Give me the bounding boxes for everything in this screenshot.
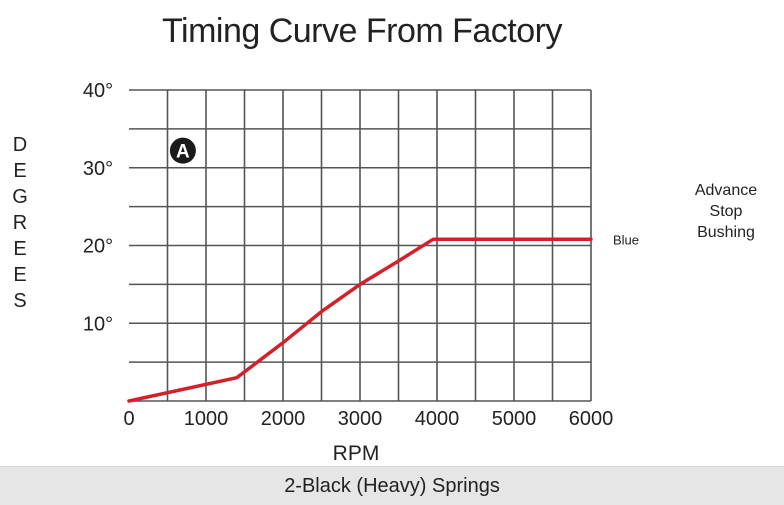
y-axis-label-letter: E [13,160,27,182]
y-tick-label: 40° [83,80,113,102]
timing-curve-chart: 10° 20° 30° 40° 0 1000 2000 3000 4000 5000 6000 RPM… [83,80,639,465]
y-axis-label: D E G R E E S [8,132,32,314]
x-tick-label: 0 [123,408,134,430]
x-tick-label: 1000 [184,408,229,430]
series-line-blue [127,237,593,403]
advance-stop-bushing-note: Advance Stop Bushing [676,180,776,243]
y-axis-label-letter: E [13,238,27,260]
y-tick-label: 30° [83,158,113,180]
footer-bar: 2-Black (Heavy) Springs [0,466,784,505]
y-tick-label: 20° [83,236,113,258]
note-line: Stop [709,203,743,220]
note-line: Advance [694,182,758,199]
y-axis-label-letter: G [12,186,28,208]
x-tick-label: 4000 [415,408,460,430]
chart-title: Timing Curve From Factory [162,12,562,50]
marker-a-label: A [176,142,190,163]
y-axis-label-letter: D [12,134,28,156]
marker-a-badge [169,137,196,164]
series-label: Blue [613,232,639,247]
note-line: Bushing [697,224,755,241]
x-tick-label: 6000 [569,408,614,430]
y-axis-label-letter: R [12,212,28,234]
x-tick-label: 5000 [492,408,537,430]
y-axis-label-letter: S [13,290,27,312]
y-tick-label: 10° [83,313,113,335]
footer-caption: 2-Black (Heavy) Springs [284,475,500,497]
x-tick-label: 2000 [261,408,306,430]
x-axis-label: RPM [333,442,380,465]
y-axis-label-letter: E [13,264,27,286]
x-tick-label: 3000 [338,408,383,430]
